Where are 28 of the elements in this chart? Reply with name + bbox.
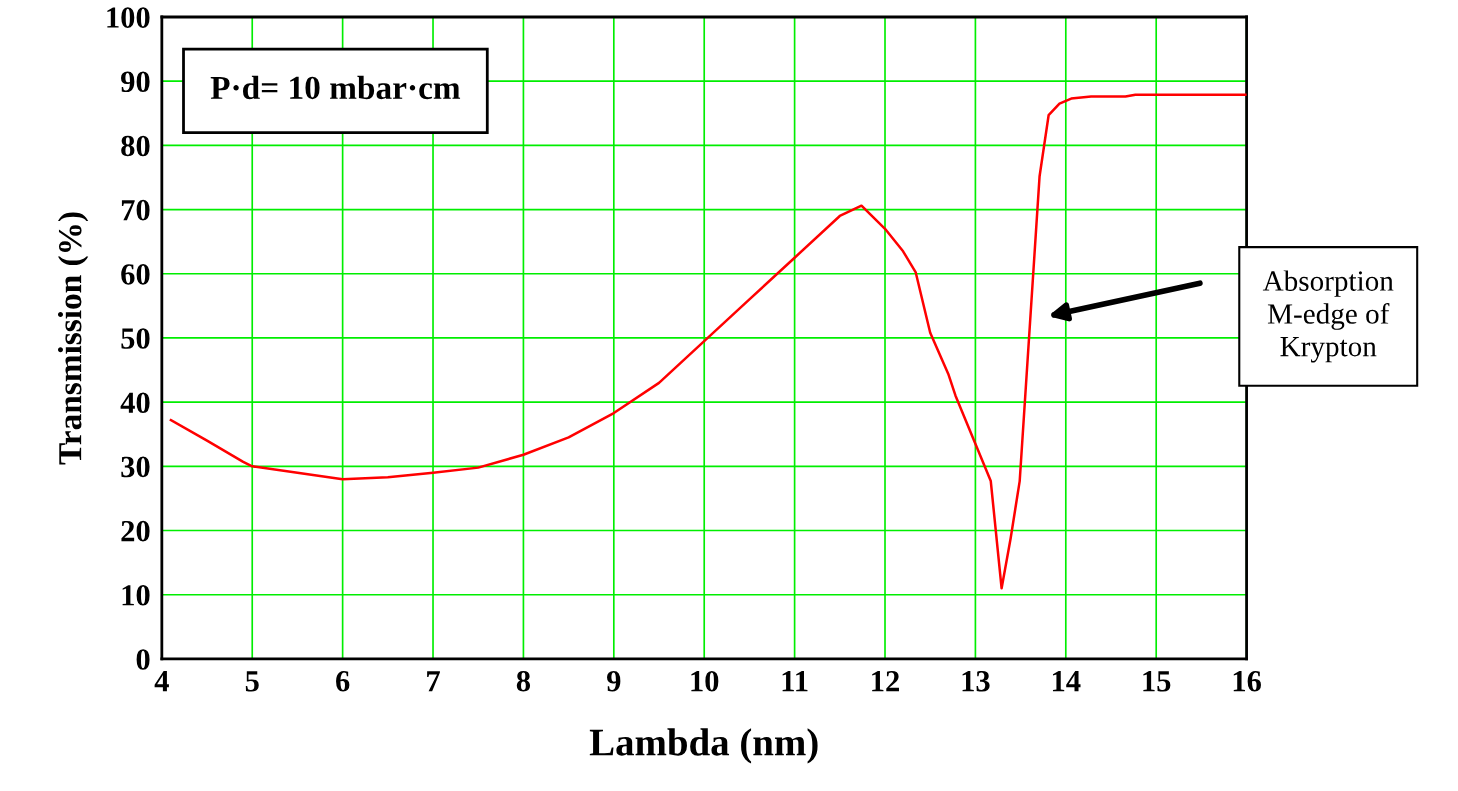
x-tick-label: 10 [691,670,719,692]
y-tick-label: 70 [121,199,150,221]
x-tick-label: 4 [154,671,169,692]
text: Absorption M-edge of Krypton [1262,270,1394,363]
y-axis-title: Transmission (%) [58,212,89,465]
y-tick-label: 90 [121,71,150,93]
x-tick-label: 8 [516,670,531,692]
y-tick-label: 100 [107,7,150,28]
y-tick-label: 0 [136,649,150,670]
y-tick-label: 20 [121,520,150,542]
y-tick-label: 60 [121,264,150,285]
x-tick-label: 16 [1233,670,1261,692]
x-axis-title: Lambda (nm) [589,728,818,764]
y-tick-label: 80 [121,135,150,157]
x-tick-label: 7 [427,671,440,692]
x-tick-label: 9 [607,670,621,692]
y-tick-label: 30 [121,456,150,478]
x-tick-label: 12 [872,670,899,692]
x-tick-label: 13 [962,670,990,692]
x-tick-label: 15 [1143,671,1171,692]
x-tick-label: 14 [1052,671,1081,692]
x-tick-label: 6 [336,670,350,692]
y-tick-label: 10 [122,585,150,606]
x-tick-label: 5 [245,671,259,692]
annotation: P·d= 10 mbar·cm [210,75,461,100]
y-tick-label: 40 [120,392,150,414]
y-tick-label: 50 [121,328,150,349]
x-tick-label: 11 [782,671,808,692]
